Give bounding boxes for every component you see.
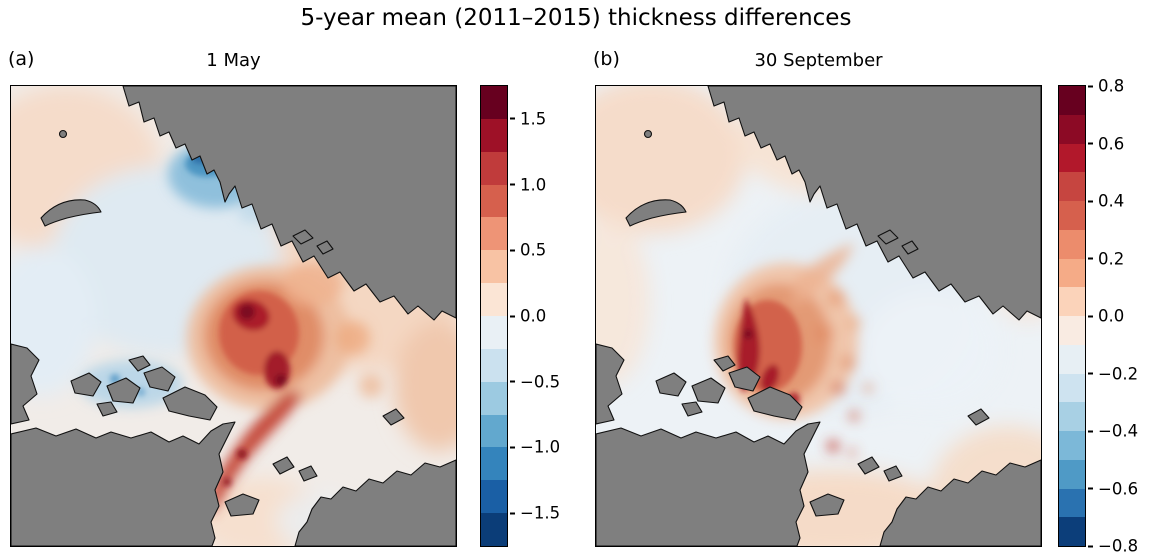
- colorbar-b: [1058, 85, 1086, 547]
- colorbar-segment: [1059, 459, 1085, 489]
- tick-mark: [1088, 487, 1093, 490]
- colorbar-tick-label: 0.8: [1098, 76, 1125, 96]
- tick-mark: [510, 380, 515, 383]
- colorbar-segment: [481, 250, 507, 284]
- colorbar-tick-label: 0.4: [1098, 191, 1125, 211]
- colorbar-tick-label: −0.4: [1098, 421, 1139, 441]
- colorbar-segment: [481, 348, 507, 382]
- colorbar-tick-label: −0.8: [1098, 536, 1139, 556]
- colorbar-tick: 0.2: [1088, 249, 1124, 268]
- panel-b-title: 30 September: [754, 50, 883, 71]
- colorbar-tick-label: 0.0: [1098, 306, 1125, 326]
- tick-mark: [1088, 85, 1093, 87]
- colorbar-segment: [481, 217, 507, 251]
- colorbar-tick: 0.0: [1088, 307, 1124, 326]
- colorbar-tick: −0.4: [1088, 422, 1138, 441]
- colorbar-segment: [1059, 172, 1085, 201]
- colorbar-segment: [1059, 287, 1085, 316]
- colorbar-tick: 0.0: [510, 307, 546, 326]
- colorbar-tick: 0.8: [1088, 77, 1124, 96]
- colorbar-segment: [481, 480, 507, 514]
- tick-mark: [1088, 545, 1093, 547]
- colorbar-a: [480, 85, 508, 547]
- colorbar-segment: [481, 283, 507, 317]
- tick-mark: [1088, 142, 1093, 145]
- tick-mark: [1088, 200, 1093, 202]
- colorbar-tick-label: 0.2: [1098, 249, 1125, 268]
- figure-title: 5-year mean (2011–2015) thickness differ…: [300, 5, 852, 31]
- colorbar-segment: [1059, 114, 1085, 144]
- arctic-map-b: [596, 86, 1041, 546]
- tick-mark: [1088, 372, 1093, 375]
- colorbar-segment: [481, 151, 507, 185]
- colorbar-tick: 0.4: [1088, 192, 1124, 211]
- colorbar-a-ticks: 1.5 1.0 0.5 0.0 −0.5 −1.0 −1.5: [510, 86, 574, 546]
- tick-mark: [510, 183, 515, 186]
- colorbar-segment: [1059, 229, 1085, 259]
- colorbar-tick-label: −0.5: [520, 372, 561, 392]
- colorbar-segment: [481, 118, 507, 152]
- map-panel-a: [10, 85, 457, 547]
- colorbar-segment: [481, 316, 507, 349]
- colorbar-tick-label: −1.5: [520, 503, 561, 523]
- tick-mark: [1088, 315, 1093, 317]
- colorbar-tick: −0.8: [1088, 537, 1138, 556]
- colorbar-segment: [1059, 86, 1085, 115]
- panel-b-label: (b): [593, 48, 620, 70]
- colorbar-b-ticks: 0.8 0.6 0.4 0.2 0.0 −0.2 −0.4 −0.6 −0.8: [1088, 77, 1152, 556]
- colorbar-tick-label: 0.5: [520, 240, 547, 260]
- colorbar-segment: [1059, 488, 1085, 518]
- tick-mark: [510, 249, 515, 252]
- colorbar-tick: 1.5: [510, 109, 546, 128]
- tick-mark: [510, 446, 515, 449]
- colorbar-tick: −0.2: [1088, 364, 1138, 383]
- colorbar-tick: −0.5: [510, 372, 560, 391]
- colorbar-segment: [481, 381, 507, 415]
- colorbar-tick: 1.0: [510, 175, 546, 194]
- colorbar-segment: [1059, 402, 1085, 431]
- colorbar-tick: 0.6: [1088, 134, 1124, 153]
- colorbar-tick-label: 1.5: [520, 109, 547, 129]
- tick-mark: [510, 315, 515, 317]
- colorbar-segment: [1059, 517, 1085, 546]
- map-panel-b: [595, 85, 1042, 547]
- colorbar-tick-label: 0.0: [520, 306, 547, 326]
- colorbar-segment: [1059, 201, 1085, 230]
- colorbar-segment: [481, 513, 507, 547]
- tick-mark: [1088, 430, 1093, 432]
- colorbar-segment: [1059, 344, 1085, 374]
- colorbar-tick-label: −0.6: [1098, 479, 1139, 498]
- colorbar-tick: −0.6: [1088, 479, 1138, 498]
- panel-a-title: 1 May: [206, 50, 261, 71]
- colorbar-tick: 0.5: [510, 241, 546, 260]
- colorbar-segment: [481, 447, 507, 481]
- colorbar-tick-label: −0.2: [1098, 364, 1139, 383]
- colorbar-segment: [1059, 373, 1085, 403]
- colorbar-tick: −1.0: [510, 438, 560, 457]
- tick-mark: [510, 512, 515, 515]
- colorbar-tick-label: 0.6: [1098, 134, 1125, 153]
- panel-a-label: (a): [8, 48, 35, 70]
- tick-mark: [1088, 257, 1093, 260]
- colorbar-segment: [1059, 431, 1085, 460]
- colorbar-segment: [481, 184, 507, 218]
- arctic-map-a: [11, 86, 456, 546]
- colorbar-tick-label: −1.0: [520, 437, 561, 457]
- colorbar-tick-label: 1.0: [520, 175, 547, 195]
- colorbar-segment: [1059, 316, 1085, 345]
- colorbar-segment: [1059, 143, 1085, 173]
- colorbar-tick: −1.5: [510, 504, 560, 523]
- colorbar-segment: [481, 86, 507, 119]
- colorbar-segment: [1059, 258, 1085, 288]
- tick-mark: [510, 117, 515, 120]
- colorbar-segment: [481, 414, 507, 448]
